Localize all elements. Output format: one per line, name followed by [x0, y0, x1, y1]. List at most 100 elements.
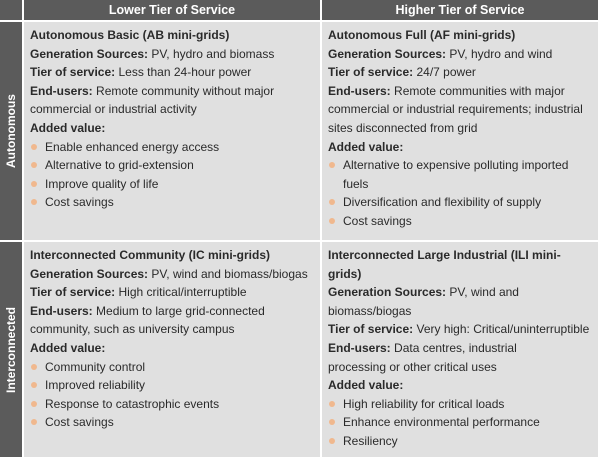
tier-of-service: Tier of service: Very high: Critical/uni…	[328, 320, 592, 339]
added-value-list: Alternative to expensive polluting impor…	[328, 156, 592, 230]
table-corner	[0, 0, 22, 20]
row-label: Interconnected	[4, 306, 18, 393]
bullet-text: Community control	[45, 359, 146, 374]
added-value-label: Added value:	[328, 378, 404, 393]
bullet-text: Response to catastrophic events	[45, 396, 220, 411]
bullet-text: Diversification and flexibility of suppl…	[343, 195, 542, 210]
added-value-list: High reliability for critical loads Enha…	[328, 395, 592, 451]
list-item: Cost savings	[30, 413, 314, 432]
cell-interconnected-community: Interconnected Community (IC mini-grids)…	[24, 242, 320, 457]
value: PV, hydro and biomass	[148, 46, 275, 61]
value: Medium to large grid-connected community…	[30, 303, 265, 337]
end-users: End-users: Data centres, industrial proc…	[328, 339, 578, 376]
cell-interconnected-large-industrial: Interconnected Large Industrial (ILI min…	[322, 242, 598, 457]
list-item: High reliability for critical loads	[328, 395, 592, 414]
label: Tier of service:	[328, 322, 414, 337]
bullet-icon	[31, 199, 37, 206]
cell-autonomous-full: Autonomous Full (AF mini-grids) Generati…	[322, 22, 598, 240]
bullet-text: Resiliency	[343, 433, 398, 448]
tier-of-service: Tier of service: High critical/interrupt…	[30, 283, 314, 302]
bullet-text: High reliability for critical loads	[343, 396, 505, 411]
label: Generation Sources:	[328, 46, 447, 61]
end-users: End-users: Medium to large grid-connecte…	[30, 302, 275, 339]
generation-sources: Generation Sources: PV, wind and biomass…	[30, 265, 314, 284]
value: PV, wind and biomass/biogas	[148, 266, 308, 281]
list-item: Enhance environmental performance	[328, 413, 592, 432]
bullet-icon	[31, 162, 37, 169]
value: PV, hydro and wind	[446, 46, 553, 61]
value: Very high: Critical/uninterruptible	[413, 322, 590, 337]
cell-title: Interconnected Community (IC mini-grids)	[30, 248, 271, 262]
bullet-text: Improved reliability	[45, 378, 146, 393]
list-item: Alternative to expensive polluting impor…	[328, 156, 592, 193]
tier-of-service: Tier of service: 24/7 power	[328, 63, 592, 82]
cell-title: Autonomous Basic (AB mini-grids)	[30, 28, 230, 42]
cell-title: Interconnected Large Industrial (ILI min…	[328, 248, 561, 281]
bullet-text: Alternative to expensive polluting impor…	[343, 158, 569, 191]
row-header-autonomous: Autonomous	[0, 22, 22, 240]
label: Tier of service:	[30, 285, 116, 300]
bullet-icon	[329, 400, 335, 407]
added-value-label: Added value:	[30, 120, 106, 135]
cell-title: Autonomous Full (AF mini-grids)	[328, 28, 516, 42]
added-value-list: Enable enhanced energy access Alternativ…	[30, 138, 314, 212]
added-value-label: Added value:	[30, 340, 106, 355]
label: End-users:	[30, 303, 93, 318]
label: Tier of service:	[30, 65, 116, 80]
bullet-text: Enhance environmental performance	[343, 415, 540, 430]
label: End-users:	[30, 83, 93, 98]
generation-sources: Generation Sources: PV, wind and biomass…	[328, 283, 592, 320]
column-header-higher-tier: Higher Tier of Service	[322, 0, 598, 20]
label: Generation Sources:	[328, 285, 447, 300]
value: Remote communities with major commercial…	[328, 83, 583, 135]
bullet-icon	[31, 419, 37, 426]
list-item: Improve quality of life	[30, 175, 314, 194]
added-value-list: Community control Improved reliability R…	[30, 358, 314, 432]
list-item: Alternative to grid-extension	[30, 156, 314, 175]
bullet-icon	[31, 382, 37, 389]
cell-autonomous-basic: Autonomous Basic (AB mini-grids) Generat…	[24, 22, 320, 240]
label: Tier of service:	[328, 65, 414, 80]
generation-sources: Generation Sources: PV, hydro and biomas…	[30, 45, 314, 64]
bullet-text: Enable enhanced energy access	[45, 139, 220, 154]
bullet-icon	[329, 199, 335, 206]
bullet-icon	[31, 143, 37, 150]
row-label: Autonomous	[4, 94, 18, 168]
list-item: Improved reliability	[30, 376, 314, 395]
column-header-lower-tier: Lower Tier of Service	[24, 0, 320, 20]
bullet-text: Alternative to grid-extension	[45, 158, 194, 173]
bullet-text: Cost savings	[45, 415, 114, 430]
bullet-text: Cost savings	[343, 213, 412, 228]
end-users: End-users: Remote communities with major…	[328, 82, 592, 138]
label: End-users:	[328, 83, 391, 98]
bullet-icon	[31, 363, 37, 370]
bullet-icon	[31, 180, 37, 187]
list-item: Diversification and flexibility of suppl…	[328, 193, 592, 212]
list-item: Cost savings	[30, 193, 314, 212]
bullet-icon	[329, 162, 335, 169]
bullet-text: Improve quality of life	[45, 176, 159, 191]
list-item: Cost savings	[328, 212, 592, 231]
value: Less than 24-hour power	[115, 65, 252, 80]
generation-sources: Generation Sources: PV, hydro and wind	[328, 45, 592, 64]
end-users: End-users: Remote community without majo…	[30, 82, 300, 119]
value: Data centres, industrial processing or o…	[328, 340, 517, 374]
label: Generation Sources:	[30, 266, 149, 281]
value: Remote community without major commercia…	[30, 83, 275, 117]
value: 24/7 power	[413, 65, 476, 80]
bullet-text: Cost savings	[45, 195, 114, 210]
value: PV, wind and biomass/biogas	[328, 285, 519, 318]
label: End-users:	[328, 340, 391, 355]
list-item: Resiliency	[328, 432, 592, 451]
bullet-icon	[329, 437, 335, 444]
list-item: Community control	[30, 358, 314, 377]
list-item: Enable enhanced energy access	[30, 138, 314, 157]
added-value-label: Added value:	[328, 139, 404, 154]
value: High critical/interruptible	[115, 285, 247, 300]
tier-of-service: Tier of service: Less than 24-hour power	[30, 63, 314, 82]
label: Generation Sources:	[30, 46, 149, 61]
bullet-icon	[329, 419, 335, 426]
bullet-icon	[329, 217, 335, 224]
row-header-interconnected: Interconnected	[0, 242, 22, 457]
